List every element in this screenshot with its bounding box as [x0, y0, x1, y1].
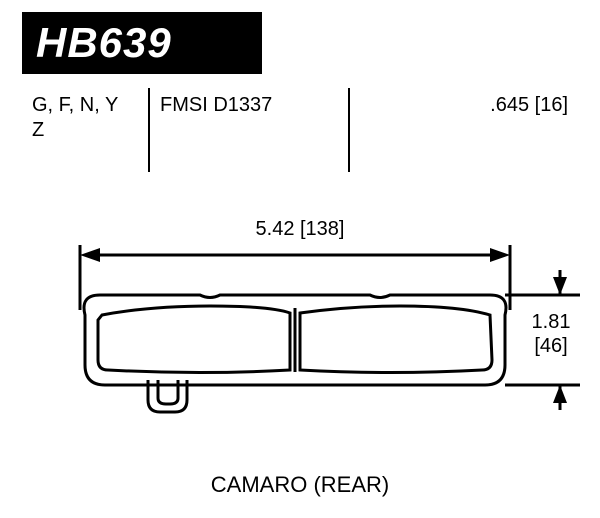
part-number: HB639 — [36, 19, 172, 67]
height-line2: [46] — [516, 334, 586, 358]
diagram: 5.42 [138] 1.81 [46] — [0, 180, 600, 440]
compounds-cell: G, F, N, Y Z — [22, 88, 150, 172]
compounds-line1: G, F, N, Y — [32, 94, 138, 117]
height-dimension-label: 1.81 [46] — [516, 310, 586, 358]
brake-pad-friction-right — [300, 306, 492, 373]
spec-row: G, F, N, Y Z FMSI D1337 .645 [16] — [22, 88, 578, 172]
height-arrow-up — [553, 277, 567, 295]
height-arrow-down — [553, 385, 567, 403]
fmsi-value: FMSI D1337 — [160, 94, 338, 117]
width-arrow-left — [80, 248, 100, 262]
thickness-cell: .645 [16] — [350, 88, 578, 172]
compounds-line2: Z — [32, 119, 138, 142]
product-label: CAMARO (REAR) — [0, 472, 600, 498]
brake-pad-friction-left — [98, 306, 290, 373]
width-arrow-right — [490, 248, 510, 262]
width-dimension-label: 5.42 [138] — [0, 218, 600, 241]
height-line1: 1.81 — [516, 310, 586, 334]
thickness-value: .645 [16] — [360, 94, 568, 117]
fmsi-cell: FMSI D1337 — [150, 88, 350, 172]
header-bar: HB639 — [22, 12, 262, 74]
